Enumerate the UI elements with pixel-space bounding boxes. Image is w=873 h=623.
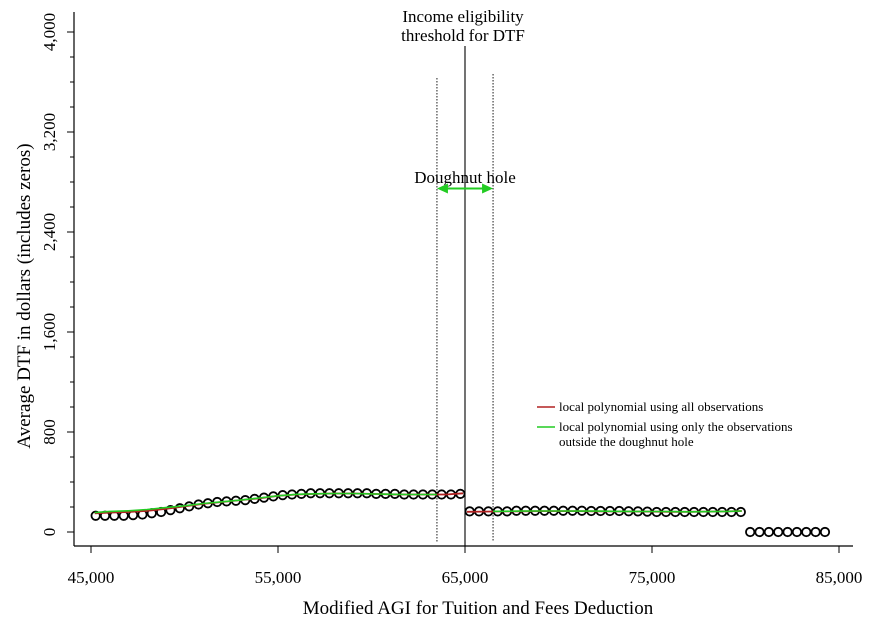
doughnut-arrow-left-head: [436, 183, 448, 194]
fit-line-doughnut: [493, 510, 742, 513]
y-tick-label: 800: [40, 419, 59, 445]
legend: local polynomial using all observations l…: [537, 399, 793, 449]
legend-label-all: local polynomial using all observations: [559, 399, 763, 414]
fit-line-doughnut: [94, 492, 437, 514]
axis-ticks: 0 800 1,600 2,400 3,200 4,000 45,000 55,000 65,0…: [40, 13, 862, 587]
data-points: [90, 488, 831, 538]
data-point: [782, 526, 793, 538]
doughnut-arrow-right-head: [482, 183, 494, 194]
x-tick-label: 85,000: [816, 568, 863, 587]
data-point: [819, 526, 831, 538]
y-tick-label: 2,400: [40, 213, 59, 251]
x-axis-label: Modified AGI for Tuition and Fees Deduct…: [303, 598, 654, 619]
data-point: [754, 526, 765, 538]
data-point: [801, 526, 812, 538]
doughnut-hole-label: Doughnut hole: [414, 168, 516, 187]
legend-label-doughnut: local polynomial using only the observat…: [559, 419, 793, 434]
data-point: [763, 526, 774, 538]
threshold-label: threshold for DTF: [401, 26, 525, 45]
x-tick-label: 75,000: [629, 568, 676, 587]
fit-lines: [94, 492, 742, 515]
threshold-label: Income eligibility: [402, 7, 524, 26]
data-point: [773, 526, 784, 538]
y-tick-label: 0: [40, 528, 59, 537]
y-tick-label: 3,200: [40, 113, 59, 151]
x-tick-label: 65,000: [442, 568, 489, 587]
data-point: [810, 526, 821, 538]
reference-lines: [436, 46, 494, 546]
legend-label-doughnut: outside the doughnut hole: [559, 434, 694, 449]
y-tick-label: 1,600: [40, 313, 59, 351]
y-tick-label: 4,000: [40, 13, 59, 51]
x-tick-label: 45,000: [68, 568, 115, 587]
data-point: [745, 526, 756, 538]
x-tick-label: 55,000: [255, 568, 302, 587]
y-axis-label: Average DTF in dollars (includes zeros): [14, 143, 35, 448]
data-point: [791, 526, 803, 538]
